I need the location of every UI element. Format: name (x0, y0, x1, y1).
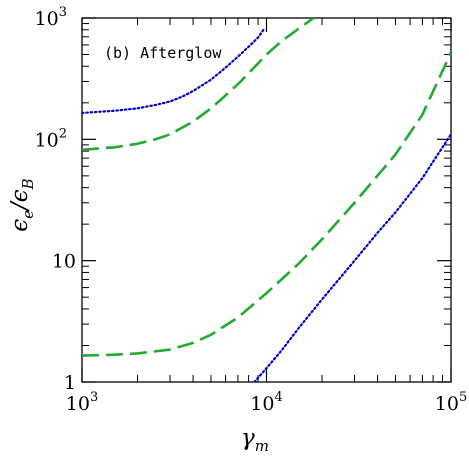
x-axis-subscript: m (255, 437, 269, 455)
y-axis-den-subscript: B (19, 178, 37, 190)
y-axis-divider: / (7, 200, 33, 212)
dashed-curve-2 (82, 51, 451, 357)
x-axis-symbol: γ (241, 425, 255, 451)
y-axis-num-symbol: ϵ (7, 219, 33, 232)
dotted-curve-0 (82, 26, 266, 115)
major-ticks (81, 17, 452, 383)
y-tick-label: 1 (64, 372, 76, 394)
dashed-curve-1 (82, 18, 315, 152)
tick-labels: 103 104 105 1 10 102 103 (35, 5, 468, 415)
x-tick-label: 105 (435, 390, 467, 415)
y-axis-num-subscript: e (19, 210, 37, 219)
y-tick-label: 102 (35, 126, 67, 151)
y-axis-title: ϵe/ϵB (7, 178, 37, 231)
x-tick-label: 104 (250, 390, 282, 415)
y-tick-label: 103 (35, 5, 67, 30)
y-axis-title-text: ϵe/ϵB (7, 178, 37, 231)
x-tick-label: 103 (66, 390, 98, 415)
minor-ticks (82, 18, 451, 382)
y-axis-den-symbol: ϵ (7, 189, 33, 202)
y-tick-label: 10 (52, 251, 76, 273)
panel-label: (b) Afterglow (104, 44, 222, 62)
dotted-curve-3 (253, 133, 451, 382)
series-layer (82, 18, 451, 382)
plot-frame (81, 17, 452, 383)
x-axis-title: γm (241, 425, 269, 455)
